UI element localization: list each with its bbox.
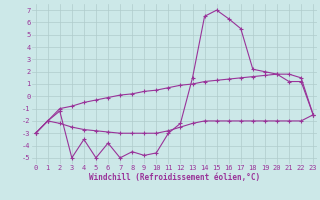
X-axis label: Windchill (Refroidissement éolien,°C): Windchill (Refroidissement éolien,°C) — [89, 173, 260, 182]
